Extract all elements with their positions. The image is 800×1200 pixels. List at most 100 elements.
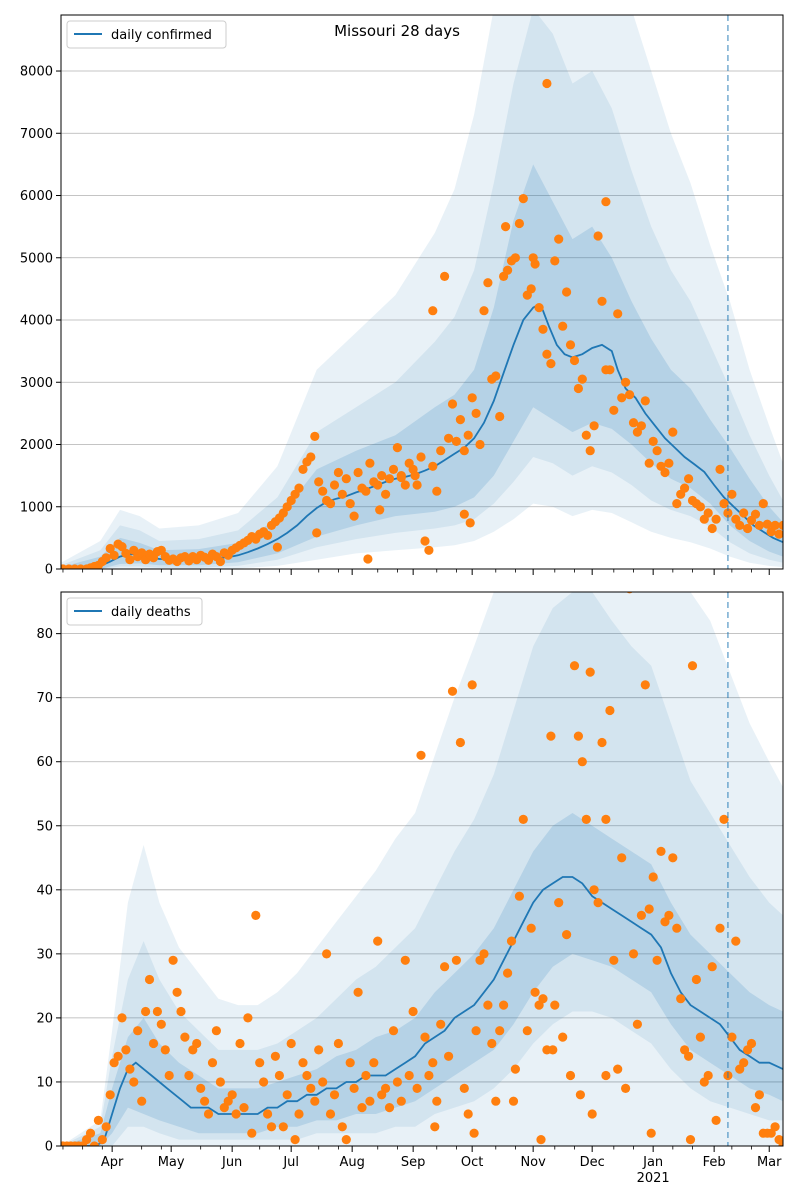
deaths-observed-point bbox=[471, 1026, 481, 1036]
deaths-observed-point bbox=[412, 1083, 422, 1093]
deaths-observed-point bbox=[274, 1070, 284, 1081]
confirmed-observed-point bbox=[341, 474, 351, 484]
deaths-observed-point bbox=[318, 1077, 328, 1087]
deaths-observed-point bbox=[510, 1064, 520, 1074]
deaths-observed-point bbox=[577, 757, 587, 767]
confirmed-observed-point bbox=[444, 433, 454, 443]
deaths-observed-point bbox=[685, 1135, 696, 1145]
deaths-observed-point bbox=[707, 962, 717, 972]
confirmed-observed-point bbox=[644, 458, 654, 468]
deaths-observed-point bbox=[632, 1019, 643, 1029]
confirmed-y-tick-label-6: 6000 bbox=[20, 189, 53, 204]
deaths-observed-point bbox=[430, 1122, 440, 1132]
deaths-observed-point bbox=[314, 1045, 324, 1055]
deaths-observed-point bbox=[365, 1096, 375, 1106]
deaths-observed-point bbox=[243, 1013, 253, 1023]
deaths-observed-point bbox=[290, 1135, 300, 1145]
confirmed-observed-point bbox=[377, 471, 387, 481]
confirmed-y-tick-label-8: 8000 bbox=[20, 65, 53, 80]
confirmed-y-tick-label-7: 7000 bbox=[20, 127, 53, 142]
confirmed-observed-point bbox=[306, 452, 316, 462]
deaths-observed-point bbox=[621, 1083, 631, 1093]
confirmed-observed-point bbox=[329, 480, 340, 490]
deaths-observed-point bbox=[381, 1083, 391, 1093]
confirmed-observed-point bbox=[495, 411, 505, 422]
deaths-observed-point bbox=[333, 1038, 343, 1049]
deaths-observed-point bbox=[483, 1000, 493, 1010]
deaths-observed-point bbox=[105, 1090, 115, 1100]
x-tick-label-sep: Sep bbox=[401, 1155, 426, 1170]
deaths-observed-point bbox=[562, 930, 572, 940]
confirmed-observed-point bbox=[388, 464, 399, 474]
deaths-observed-point bbox=[536, 1135, 546, 1145]
deaths-median-line bbox=[61, 876, 783, 1146]
deaths-observed-point bbox=[613, 1064, 623, 1074]
deaths-observed-point bbox=[499, 1000, 509, 1010]
deaths-y-tick-label-3: 30 bbox=[36, 947, 53, 962]
deaths-observed-point bbox=[479, 949, 489, 959]
confirmed-observed-point bbox=[774, 529, 783, 539]
confirmed-observed-point bbox=[593, 231, 603, 241]
confirmed-observed-point bbox=[459, 446, 469, 456]
confirmed-observed-point bbox=[479, 306, 489, 316]
confirmed-legend: daily confirmed bbox=[66, 20, 227, 49]
deaths-observed-point bbox=[731, 936, 741, 946]
confirmed-observed-point bbox=[601, 365, 611, 375]
x-tick-label-jul: Jul bbox=[282, 1155, 299, 1170]
confirmed-observed-point bbox=[467, 393, 477, 403]
x-year-label: 2021 bbox=[637, 1171, 670, 1186]
deaths-observed-point bbox=[141, 1006, 151, 1017]
confirmed-observed-point bbox=[298, 464, 308, 474]
deaths-observed-point bbox=[530, 987, 540, 997]
confirmed-observed-point bbox=[117, 542, 127, 552]
deaths-observed-point bbox=[176, 1006, 186, 1017]
deaths-observed-point bbox=[408, 1006, 418, 1017]
deaths-observed-point bbox=[506, 936, 517, 946]
deaths-observed-point bbox=[420, 1032, 430, 1042]
confirmed-observed-point bbox=[695, 502, 706, 512]
confirmed-observed-point bbox=[463, 430, 473, 440]
deaths-observed-point bbox=[455, 737, 465, 748]
confirmed-observed-point bbox=[424, 545, 434, 555]
deaths-observed-point bbox=[503, 968, 513, 978]
deaths-observed-point bbox=[668, 853, 678, 863]
deaths-observed-point bbox=[565, 1070, 576, 1081]
confirmed-observed-point bbox=[750, 509, 761, 519]
deaths-observed-point bbox=[97, 1135, 107, 1145]
deaths-observed-point bbox=[148, 1038, 159, 1049]
deaths-legend: daily deaths bbox=[66, 597, 203, 626]
deaths-observed-point bbox=[164, 1070, 174, 1081]
deaths-observed-point bbox=[85, 1128, 96, 1138]
confirmed-observed-point bbox=[294, 483, 304, 493]
confirmed-observed-point bbox=[743, 523, 753, 534]
confirmed-observed-point bbox=[684, 474, 694, 484]
confirmed-observed-point bbox=[754, 520, 765, 531]
confirmed-y-tick-label-4: 4000 bbox=[20, 314, 53, 329]
deaths-observed-point bbox=[754, 1090, 765, 1100]
deaths-observed-point bbox=[644, 904, 654, 914]
deaths-observed-point bbox=[463, 1109, 473, 1119]
deaths-observed-point bbox=[495, 1026, 505, 1036]
deaths-observed-point bbox=[286, 1038, 296, 1049]
deaths-observed-point bbox=[538, 994, 548, 1004]
x-tick-label-dec: Dec bbox=[580, 1155, 605, 1170]
confirmed-observed-point bbox=[546, 359, 556, 369]
deaths-observed-point bbox=[428, 1058, 438, 1068]
deaths-observed-point bbox=[152, 1006, 162, 1017]
confirmed-observed-point bbox=[420, 536, 430, 546]
deaths-observed-point bbox=[278, 1122, 288, 1132]
confirmed-observed-point bbox=[384, 474, 395, 484]
confirmed-observed-point bbox=[373, 480, 383, 490]
confirmed-observed-point bbox=[648, 436, 658, 446]
deaths-observed-point bbox=[605, 705, 615, 716]
deaths-observed-point bbox=[282, 1090, 292, 1100]
deaths-observed-point bbox=[451, 955, 461, 965]
x-tick-label-nov: Nov bbox=[520, 1155, 546, 1170]
deaths-observed-point bbox=[695, 1032, 706, 1042]
confirmed-observed-point bbox=[451, 436, 461, 446]
deaths-observed-point bbox=[587, 1109, 597, 1119]
confirmed-observed-point bbox=[491, 371, 501, 381]
confirmed-observed-point bbox=[660, 467, 670, 478]
x-tick-label-oct: Oct bbox=[461, 1155, 483, 1170]
confirmed-observed-point bbox=[447, 399, 458, 409]
